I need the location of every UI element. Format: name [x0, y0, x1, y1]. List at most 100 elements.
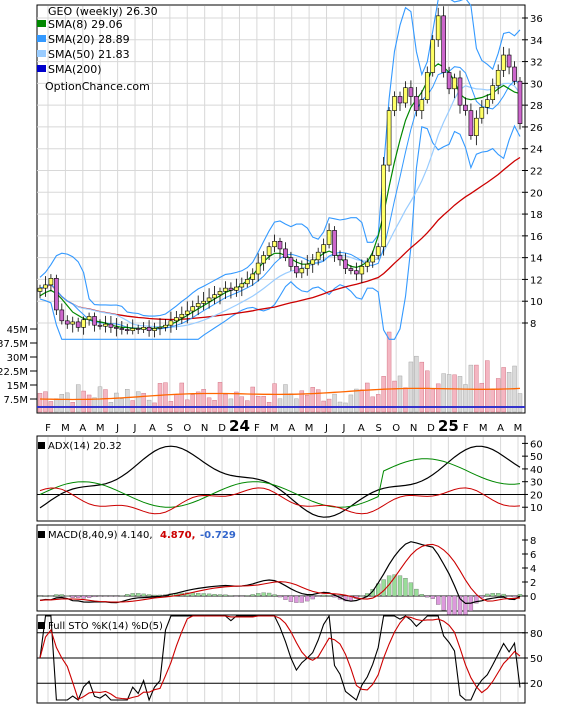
price-candle	[135, 328, 141, 330]
volume-bar	[294, 398, 299, 413]
price-candle	[392, 96, 397, 111]
macd-hist-bar	[414, 588, 419, 597]
price-candle	[310, 259, 316, 265]
volume-bar	[195, 391, 201, 413]
macd-hist-bar	[441, 595, 446, 611]
volume-bar	[305, 394, 310, 413]
volume-bar	[185, 399, 190, 413]
macd-hist-bar	[130, 593, 135, 597]
bollinger-bands	[39, 0, 521, 340]
sto-grid	[37, 616, 525, 702]
price-candle	[474, 117, 479, 136]
macd-hist-bar	[490, 593, 495, 597]
price-candle	[435, 15, 441, 41]
volume-bar	[135, 391, 141, 413]
macd-tick-label: 0	[530, 592, 536, 603]
price-candle	[272, 241, 277, 248]
price-candle	[97, 324, 103, 327]
macd-hist-bar	[446, 595, 452, 615]
price-candles	[37, 6, 523, 338]
x-axis-label: A	[358, 423, 365, 434]
price-candle	[326, 230, 332, 245]
adx-tick-label: 30	[530, 478, 543, 489]
macd-tick-label: 4	[530, 564, 536, 575]
price-candle	[424, 72, 430, 100]
price-tick-label: 26	[530, 123, 543, 134]
volume-bar	[506, 372, 512, 413]
volume-bar	[386, 331, 392, 413]
price-candle	[397, 96, 403, 104]
volume-bar	[397, 375, 403, 413]
price-candle	[54, 278, 59, 311]
price-candle	[255, 262, 261, 275]
volume-bar	[37, 393, 43, 413]
volume-bar	[359, 389, 365, 413]
volume-bar	[234, 391, 239, 413]
x-axis-label: J	[133, 423, 137, 434]
sto-label: Full STO %K(14) %D(5)	[48, 621, 163, 632]
price-candle	[479, 107, 485, 119]
volume-bar	[370, 396, 375, 413]
volume-bar	[381, 376, 386, 413]
price-grid	[37, 6, 525, 412]
x-axis-label: M	[305, 423, 314, 434]
macd-hist-bar	[92, 595, 97, 598]
volume-tick-label: 45M	[7, 325, 28, 336]
price-candle	[48, 278, 54, 286]
x-axis-label: O	[183, 423, 191, 434]
volume-bar	[408, 361, 414, 413]
volume-bar	[223, 393, 228, 413]
volume-tick-label: 37.5M	[0, 339, 28, 350]
price-candle	[430, 39, 436, 73]
volume-bars	[37, 331, 525, 413]
x-axis-label: J	[341, 423, 345, 434]
volume-tick-label: 30M	[7, 353, 28, 364]
price-candle	[70, 321, 76, 325]
x-axis-label: S	[376, 423, 382, 434]
price-candle	[244, 279, 250, 285]
volume-bar	[190, 394, 195, 413]
price-candle	[146, 327, 152, 331]
macd-hist-bar	[146, 594, 152, 597]
adx-tick-label: 10	[530, 503, 543, 514]
price-candle	[163, 324, 168, 328]
volume-bar	[217, 382, 223, 413]
volume-bar	[255, 396, 261, 413]
price-panel: 8 10 12 14 16 18 20 22 24 26 28 30 32 34 36 45M 37.5M 30…	[0, 0, 543, 414]
price-candle	[381, 164, 386, 248]
price-candle	[512, 66, 517, 82]
adx-line	[39, 445, 521, 518]
x-axis-label: M	[479, 423, 488, 434]
legend-swatch-sma20	[37, 35, 46, 42]
macd-lines	[39, 541, 521, 605]
plus-di-line	[39, 458, 521, 508]
price-axis-ticks: 8 10 12 14 16 18 20 22 24 26 28 30 32 34 36	[522, 14, 543, 330]
volume-bar	[288, 393, 294, 413]
macd-hist-bar	[250, 594, 255, 597]
volume-tick-label: 15M	[7, 381, 28, 392]
macd-hist-bar	[54, 594, 59, 597]
legend-swatch-sma8	[37, 20, 46, 27]
x-axis-label: M	[96, 423, 105, 434]
macd-hist-bar	[266, 592, 272, 597]
macd-hist-bar	[81, 595, 86, 599]
sto-lines	[39, 614, 521, 702]
x-axis-label: 24	[229, 417, 250, 435]
adx-tick-label: 50	[530, 452, 543, 463]
macd-label-swatch	[38, 531, 45, 538]
x-axis-label: N	[410, 423, 417, 434]
adx-lines	[39, 445, 521, 518]
volume-bar	[119, 398, 125, 413]
macd-hist-bar	[59, 594, 64, 597]
adx-grid	[37, 437, 525, 520]
macd-hist-bar	[436, 595, 441, 605]
price-tick-label: 24	[530, 145, 543, 156]
price-candle	[364, 261, 370, 267]
macd-hist-bar	[283, 595, 288, 600]
x-axis-label: A	[497, 423, 504, 434]
macd-hist-bar	[496, 593, 501, 597]
macd-hist-bar	[256, 593, 261, 597]
price-candle	[501, 54, 506, 71]
price-candle	[484, 99, 490, 108]
